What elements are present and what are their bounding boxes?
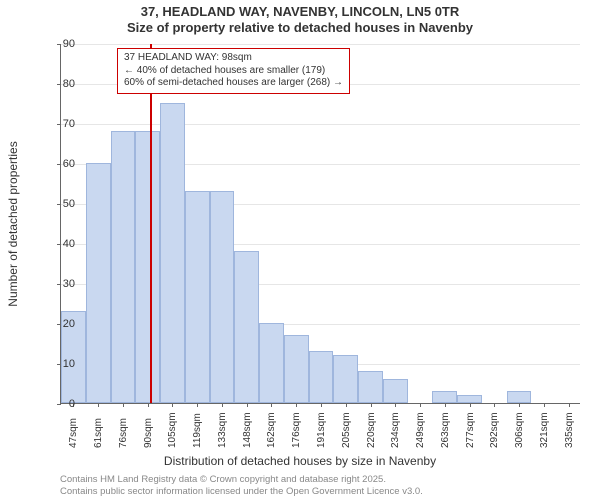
chart-container: 37, HEADLAND WAY, NAVENBY, LINCOLN, LN5 … (0, 0, 600, 500)
x-tick-label: 321sqm (539, 412, 550, 448)
x-tick-mark (346, 403, 347, 407)
histogram-bar (432, 391, 457, 403)
x-tick-label: 61sqm (93, 418, 104, 448)
x-tick-label: 148sqm (242, 412, 253, 448)
histogram-bar (259, 323, 284, 403)
x-tick-mark (271, 403, 272, 407)
x-tick-mark (148, 403, 149, 407)
x-tick-label: 162sqm (266, 412, 277, 448)
x-tick-mark (519, 403, 520, 407)
x-tick-label: 76sqm (118, 418, 129, 448)
histogram-bar (185, 191, 210, 403)
gridline (61, 44, 580, 45)
y-tick-label: 20 (45, 318, 75, 330)
title-line-2: Size of property relative to detached ho… (0, 20, 600, 36)
footer-line-1: Contains HM Land Registry data © Crown c… (60, 474, 423, 486)
x-tick-label: 277sqm (465, 412, 476, 448)
x-tick-mark (569, 403, 570, 407)
x-tick-mark (445, 403, 446, 407)
x-tick-label: 47sqm (68, 418, 79, 448)
x-tick-label: 292sqm (489, 412, 500, 448)
x-tick-mark (420, 403, 421, 407)
x-tick-mark (296, 403, 297, 407)
y-tick-label: 50 (45, 198, 75, 210)
x-tick-label: 105sqm (167, 412, 178, 448)
plot-area: 37 HEADLAND WAY: 98sqm ← 40% of detached… (60, 44, 580, 404)
x-tick-mark (172, 403, 173, 407)
y-tick-label: 60 (45, 158, 75, 170)
y-tick-label: 80 (45, 78, 75, 90)
x-tick-label: 90sqm (143, 418, 154, 448)
x-tick-label: 133sqm (217, 412, 228, 448)
x-tick-label: 335sqm (564, 412, 575, 448)
histogram-bar (111, 131, 136, 403)
x-tick-label: 249sqm (415, 412, 426, 448)
annotation-line-3: 60% of semi-detached houses are larger (… (124, 77, 343, 90)
histogram-bar (210, 191, 235, 403)
title-line-1: 37, HEADLAND WAY, NAVENBY, LINCOLN, LN5 … (0, 4, 600, 20)
y-tick-label: 10 (45, 358, 75, 370)
x-tick-mark (371, 403, 372, 407)
x-tick-label: 176sqm (291, 412, 302, 448)
histogram-bar (234, 251, 259, 403)
histogram-bar (383, 379, 408, 403)
x-tick-mark (544, 403, 545, 407)
x-tick-label: 234sqm (390, 412, 401, 448)
annotation-line-2: ← 40% of detached houses are smaller (17… (124, 65, 343, 78)
x-tick-label: 220sqm (366, 412, 377, 448)
gridline (61, 124, 580, 125)
x-tick-label: 191sqm (316, 412, 327, 448)
histogram-bar (309, 351, 334, 403)
x-axis-label: Distribution of detached houses by size … (0, 454, 600, 468)
y-tick-label: 70 (45, 118, 75, 130)
x-tick-label: 306sqm (514, 412, 525, 448)
y-axis-label: Number of detached properties (6, 141, 20, 306)
x-tick-mark (222, 403, 223, 407)
title-block: 37, HEADLAND WAY, NAVENBY, LINCOLN, LN5 … (0, 4, 600, 35)
x-tick-mark (470, 403, 471, 407)
histogram-bar (507, 391, 532, 403)
property-marker-line (150, 44, 152, 403)
y-tick-label: 40 (45, 238, 75, 250)
y-tick-label: 30 (45, 278, 75, 290)
histogram-bar (457, 395, 482, 403)
histogram-bar (333, 355, 358, 403)
annotation-box: 37 HEADLAND WAY: 98sqm ← 40% of detached… (117, 48, 350, 94)
x-tick-mark (321, 403, 322, 407)
footer-line-2: Contains public sector information licen… (60, 486, 423, 498)
histogram-bar (135, 131, 160, 403)
x-tick-label: 205sqm (341, 412, 352, 448)
x-tick-mark (395, 403, 396, 407)
y-tick-label: 90 (45, 38, 75, 50)
histogram-bar (160, 103, 185, 403)
x-tick-mark (123, 403, 124, 407)
annotation-line-1: 37 HEADLAND WAY: 98sqm (124, 52, 343, 65)
y-tick-label: 0 (45, 398, 75, 410)
x-tick-mark (494, 403, 495, 407)
histogram-bar (86, 163, 111, 403)
x-tick-label: 263sqm (440, 412, 451, 448)
x-tick-mark (247, 403, 248, 407)
histogram-bar (358, 371, 383, 403)
x-tick-mark (98, 403, 99, 407)
x-tick-mark (197, 403, 198, 407)
histogram-bar (284, 335, 309, 403)
x-tick-label: 119sqm (192, 413, 203, 448)
footer-attribution: Contains HM Land Registry data © Crown c… (60, 474, 423, 498)
